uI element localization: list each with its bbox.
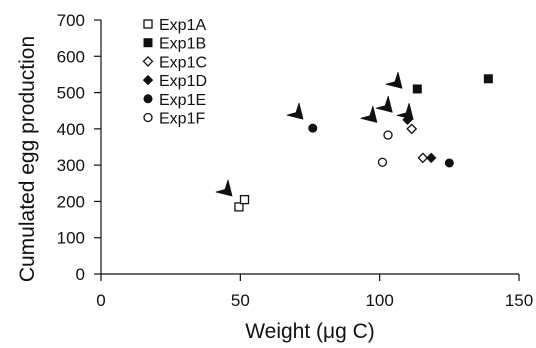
arrow-annotation — [215, 179, 233, 197]
arrow-annotation — [360, 105, 378, 123]
legend-label: Exp1A — [159, 17, 206, 34]
legend-marker-exp1e — [143, 94, 153, 104]
data-point-exp1e — [308, 123, 318, 133]
arrow-annotation — [396, 103, 414, 120]
data-point-exp1c — [417, 152, 429, 164]
x-tick-label: 100 — [365, 291, 393, 310]
arrow-annotation — [286, 102, 304, 120]
y-tick-label: 500 — [57, 84, 85, 103]
x-tick-label: 0 — [96, 291, 105, 310]
arrow-annotation — [375, 95, 393, 113]
legend-marker-exp1f — [143, 112, 153, 123]
arrow-annotations — [215, 71, 414, 197]
legend-marker-exp1c — [142, 55, 154, 67]
legend-marker-exp1a — [143, 19, 153, 29]
x-axis-title: Weight (μg C) — [245, 320, 375, 343]
y-tick-label: 700 — [57, 11, 85, 30]
data-point-exp1f — [377, 157, 388, 167]
data-point-exp1a — [239, 194, 250, 205]
data-point-exp1d — [426, 152, 437, 164]
legend-label: Exp1C — [159, 54, 207, 71]
y-tick-label: 100 — [57, 229, 85, 248]
y-tick-label: 200 — [57, 192, 85, 211]
legend-label: Exp1B — [159, 36, 206, 53]
data-point-exp1b — [412, 84, 422, 94]
legend-label: Exp1E — [159, 92, 206, 109]
y-tick-label: 0 — [76, 265, 85, 284]
data-point-exp1f — [383, 130, 393, 140]
arrow-annotation — [385, 71, 403, 89]
x-tick-label: 50 — [231, 291, 250, 310]
data-point-exp1b — [483, 74, 493, 84]
legend-marker-exp1b — [143, 38, 153, 48]
y-axis-title: Cumulated egg production — [16, 36, 39, 282]
y-tick-label: 400 — [57, 120, 85, 139]
data-point-exp1d — [402, 114, 413, 125]
y-tick-label: 300 — [57, 156, 85, 175]
data-points — [234, 74, 493, 212]
x-tick-label: 150 — [505, 291, 533, 310]
data-point-exp1c — [406, 123, 418, 135]
legend-label: Exp1F — [159, 111, 205, 128]
legend-label: Exp1D — [159, 73, 207, 90]
ticks: 0 100 200 300 400 500 600 700 0 50 100 150 — [57, 11, 534, 310]
data-point-exp1a — [234, 202, 244, 212]
data-point-exp1e — [444, 158, 454, 168]
legend-marker-exp1d — [142, 74, 154, 86]
y-tick-label: 600 — [57, 47, 85, 66]
axes — [100, 20, 519, 275]
